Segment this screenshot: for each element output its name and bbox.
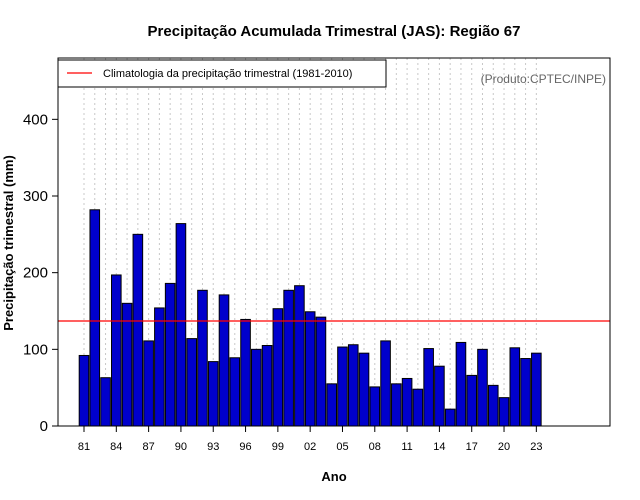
bar-2018 <box>477 348 488 427</box>
x-axis: 81 84 87 90 93 96 99 02 05 08 11 14 17 20 23 <box>78 426 542 453</box>
x-tick-label: 87 <box>142 441 154 453</box>
chart-title: Precipitação Acumulada Trimestral (JAS):… <box>148 23 521 40</box>
bar-2010 <box>391 383 402 427</box>
bar-2008 <box>369 386 381 427</box>
bar-1985 <box>121 302 133 427</box>
bar-2002 <box>304 311 316 427</box>
bar-2014 <box>434 365 445 427</box>
x-tick-label: 11 <box>401 441 412 453</box>
bar-1988 <box>154 307 165 427</box>
bar-2021 <box>509 347 521 427</box>
x-tick-label: 99 <box>272 441 284 453</box>
bar-2011 <box>401 377 413 427</box>
bar-2019 <box>487 384 499 427</box>
bar-2023 <box>531 352 542 427</box>
bar-1990 <box>175 223 187 427</box>
x-tick-label: 14 <box>433 441 445 453</box>
bar-2009 <box>380 340 391 427</box>
bar-2015 <box>444 408 456 427</box>
bar-1983 <box>100 377 111 427</box>
bar-2013 <box>423 348 434 427</box>
bar-1993 <box>207 361 219 427</box>
x-tick-label: 17 <box>466 441 478 453</box>
bar-1989 <box>164 282 176 427</box>
y-tick-label: 400 <box>23 111 48 128</box>
legend: Climatologia da precipitação trimestral … <box>57 59 387 88</box>
bar-2003 <box>315 316 327 427</box>
x-tick-label: 05 <box>336 441 348 453</box>
bars-group <box>78 209 542 427</box>
bar-1982 <box>89 209 101 427</box>
legend-box <box>57 59 387 88</box>
bar-1999 <box>272 308 284 427</box>
y-axis-label: Precipitação trimestral (mm) <box>1 155 16 331</box>
plot-frame <box>57 57 611 427</box>
bar-1998 <box>261 345 273 427</box>
y-tick-label: 200 <box>23 265 48 282</box>
bar-2000 <box>283 289 294 427</box>
y-tick-label: 300 <box>23 188 48 205</box>
bar-1992 <box>197 289 208 427</box>
legend-label: Climatologia da precipitação trimestral … <box>103 68 352 80</box>
x-tick-label: 90 <box>175 441 187 453</box>
bar-1996 <box>240 318 251 427</box>
x-tick-label: 02 <box>304 441 316 453</box>
bar-1984 <box>111 274 122 427</box>
bar-2020 <box>498 397 510 427</box>
x-tick-label: 08 <box>369 441 381 453</box>
y-axis: 0 100 200 300 400 <box>23 111 58 435</box>
x-tick-label: 23 <box>530 441 542 453</box>
bar-2004 <box>326 383 338 427</box>
x-axis-label: Ano <box>321 469 346 484</box>
bar-1997 <box>251 348 262 427</box>
bar-1991 <box>186 338 197 427</box>
bar-2001 <box>294 285 305 427</box>
x-tick-label: 81 <box>78 441 90 453</box>
bar-2007 <box>358 352 370 427</box>
x-tick-label: 20 <box>498 441 510 453</box>
bar-1981 <box>78 354 90 427</box>
bar-1994 <box>218 294 230 427</box>
bar-2005 <box>337 346 348 427</box>
bar-1987 <box>143 340 154 427</box>
bar-2012 <box>412 388 424 427</box>
x-tick-label: 96 <box>239 441 251 453</box>
bar-2016 <box>455 341 467 427</box>
bar-2006 <box>347 344 359 427</box>
credit-text: (Produto:CPTEC/INPE) <box>481 72 606 86</box>
x-tick-label: 84 <box>110 441 122 453</box>
bar-2017 <box>466 374 478 427</box>
bar-2022 <box>520 358 531 427</box>
y-tick-label: 0 <box>40 418 48 435</box>
bar-1995 <box>229 357 241 427</box>
y-tick-label: 100 <box>23 341 48 358</box>
x-tick-label: 93 <box>207 441 219 453</box>
bar-1986 <box>132 233 144 427</box>
